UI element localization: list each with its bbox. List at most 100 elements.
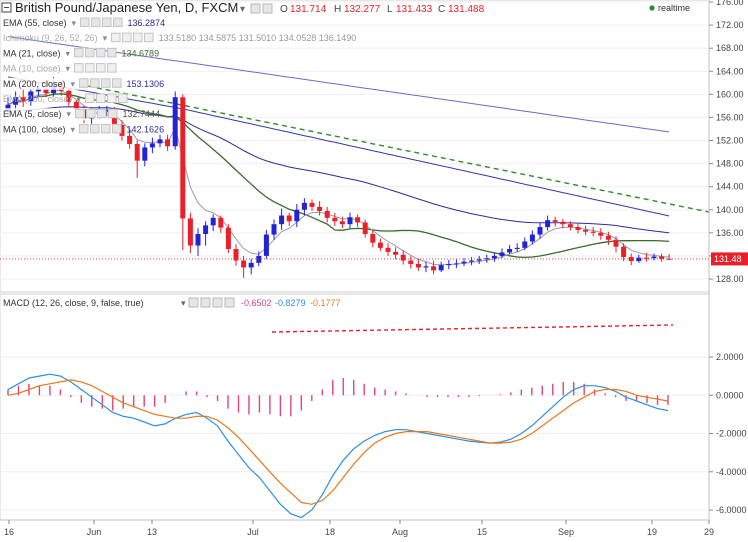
candle-body <box>73 101 79 110</box>
indicator-row[interactable]: MA (10, close) ▾ <box>3 63 117 74</box>
close-icon[interactable] <box>113 17 123 27</box>
trend-line-lower[interactable] <box>271 324 674 333</box>
eye-icon[interactable] <box>79 123 89 134</box>
candle-body <box>621 246 627 258</box>
close-icon[interactable] <box>107 63 117 73</box>
candle-body <box>461 261 467 264</box>
macd-histogram <box>7 378 669 417</box>
ohlc-c-value: 131.488 <box>448 4 485 15</box>
candle-body <box>491 255 497 259</box>
candle-body <box>347 217 353 225</box>
trend-line-upper[interactable] <box>87 85 710 213</box>
add-icon[interactable] <box>96 63 106 73</box>
candle-body <box>393 251 399 255</box>
add-icon[interactable] <box>133 32 143 43</box>
time-tick-label: Aug <box>392 527 408 537</box>
candle-body <box>225 227 231 249</box>
add-icon[interactable] <box>101 78 111 88</box>
indicator-label: EMA (55, close) <box>3 18 67 28</box>
candle-body <box>469 260 475 262</box>
eye-icon[interactable] <box>75 108 85 119</box>
settings-icon[interactable] <box>262 3 273 14</box>
indicator-chevron-icon[interactable]: ▾ <box>72 18 77 28</box>
price-axis-ticks: 176.00 172.00 168.00 164.00 160.00 156.00 152.… <box>709 0 744 284</box>
eye-icon[interactable] <box>80 17 90 27</box>
add-icon[interactable] <box>107 93 117 103</box>
indicator-row[interactable]: EMA (55, close) ▾ 136.2874 <box>1 17 165 29</box>
settings-icon[interactable] <box>91 17 101 27</box>
add-icon[interactable] <box>96 47 106 58</box>
candle-body <box>659 256 665 259</box>
macd-settings-icon[interactable] <box>200 297 211 308</box>
time-tick-label: 13 <box>147 527 157 537</box>
time-tick-label: 18 <box>325 527 335 537</box>
candle-body <box>248 262 254 268</box>
close-icon[interactable] <box>107 47 117 58</box>
series-settings-icons[interactable] <box>250 3 273 14</box>
eye-icon[interactable] <box>250 3 261 14</box>
close-icon[interactable] <box>144 32 154 43</box>
settings-icon[interactable] <box>86 108 96 119</box>
ma200-line <box>7 36 670 133</box>
macd-eye-icon[interactable] <box>188 297 199 308</box>
settings-icon[interactable] <box>122 32 132 43</box>
price-tick-label: 172.00 <box>716 20 744 30</box>
indicator-chevron-icon[interactable]: ▾ <box>71 79 76 89</box>
settings-icon[interactable] <box>90 78 100 88</box>
indicator-chevron-icon[interactable]: ▾ <box>66 64 71 74</box>
eye-icon[interactable] <box>74 47 84 58</box>
indicator-row[interactable]: EMA (200, close) ▾ <box>3 93 128 104</box>
candle-body <box>20 97 26 102</box>
macd-grid <box>0 356 709 511</box>
indicator-chevron-icon[interactable]: ▾ <box>77 94 82 104</box>
candle-body <box>651 256 657 259</box>
eye-icon[interactable] <box>111 32 121 43</box>
signal-line <box>7 379 669 505</box>
indicator-chevron-icon[interactable]: ▾ <box>66 48 71 58</box>
candle-body <box>13 97 19 105</box>
candle-body <box>408 260 414 264</box>
macd-close-icon[interactable] <box>224 297 235 308</box>
close-icon[interactable] <box>108 108 118 119</box>
candle-body <box>195 233 201 246</box>
ohlc-c-label: C <box>438 4 445 15</box>
indicator-chevron-icon[interactable]: ▾ <box>71 124 76 134</box>
macd-value-2: -0.8279 <box>275 298 306 308</box>
indicator-row[interactable]: EMA (5, close) ▾ 132.7444 <box>1 108 160 121</box>
add-icon[interactable] <box>102 17 112 27</box>
close-icon[interactable] <box>112 123 122 134</box>
settings-icon[interactable] <box>96 93 106 103</box>
time-tick-label: 15 <box>477 527 487 537</box>
macd-chevron-icon[interactable]: ▾ <box>181 298 186 308</box>
indicator-chevron-icon[interactable]: ▾ <box>103 33 108 43</box>
candle-body <box>294 209 300 222</box>
settings-icon[interactable] <box>85 47 95 58</box>
candle-body <box>453 263 459 265</box>
candle-body <box>560 221 566 225</box>
collapse-icon[interactable] <box>1 2 12 13</box>
close-icon[interactable] <box>118 93 128 103</box>
settings-icon[interactable] <box>85 63 95 73</box>
macd-tick-label: 2.0000 <box>716 352 744 362</box>
indicator-row[interactable]: MA (100, close) ▾ 142.1626 <box>1 123 164 136</box>
candle-body <box>643 257 649 259</box>
chevron-down-icon[interactable]: ▾ <box>240 4 245 15</box>
eye-icon[interactable] <box>79 78 89 88</box>
time-tick-label: Jul <box>247 527 259 537</box>
close-icon[interactable] <box>112 78 122 88</box>
add-icon[interactable] <box>101 123 111 134</box>
indicator-label: MA (21, close) <box>3 48 61 58</box>
indicator-row[interactable]: MA (21, close) ▾ 134.6789 <box>1 47 159 60</box>
candle-body <box>104 109 110 112</box>
indicator-chevron-icon[interactable]: ▾ <box>67 109 72 119</box>
eye-icon[interactable] <box>85 93 95 103</box>
indicator-row[interactable]: Ichimoku (9, 26, 52, 26) ▾ 133.5180 134.58… <box>3 32 356 43</box>
indicator-row[interactable]: MA (200, close) ▾ 153.1306 <box>1 77 164 90</box>
time-tick-label: 19 <box>647 527 657 537</box>
candle-body <box>119 124 125 136</box>
add-icon[interactable] <box>97 108 107 119</box>
macd-line <box>7 373 669 519</box>
eye-icon[interactable] <box>74 63 84 73</box>
settings-icon[interactable] <box>90 123 100 134</box>
macd-add-icon[interactable] <box>212 297 223 308</box>
